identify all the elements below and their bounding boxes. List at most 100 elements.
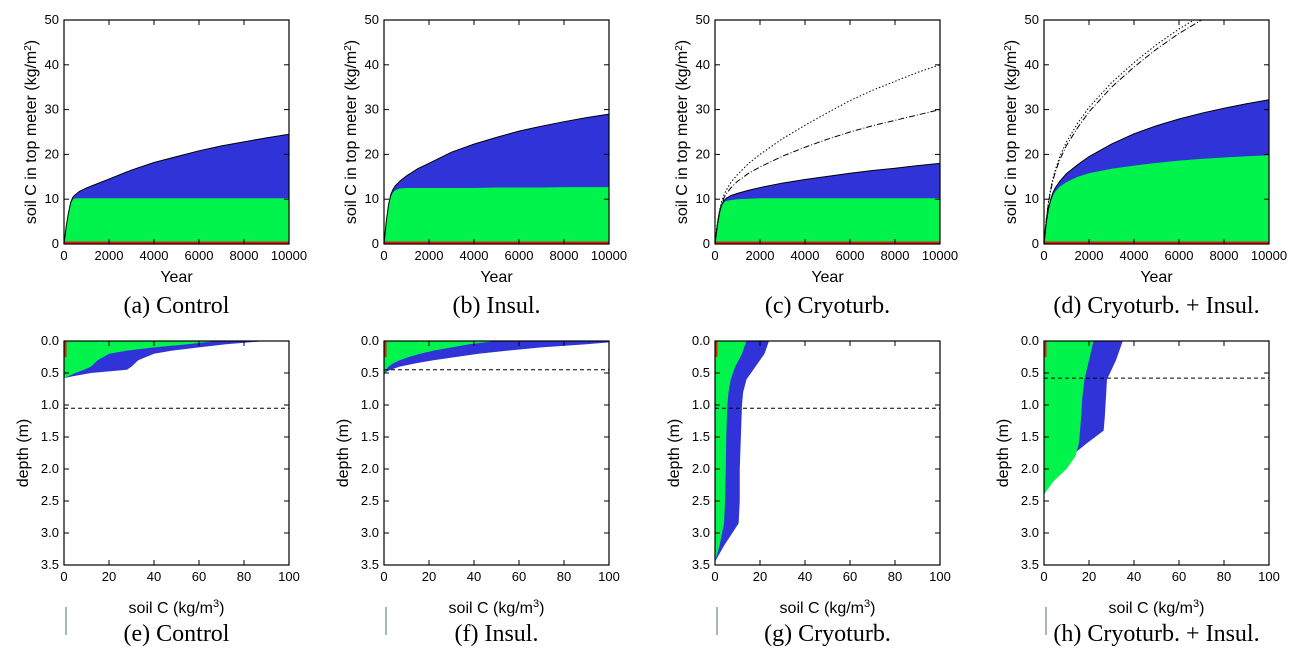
- series-red-base: [1044, 241, 1269, 244]
- y-tick-label: 10: [696, 191, 710, 206]
- panel-caption: (a) Control: [124, 293, 230, 319]
- x-tick-label: 0: [1040, 569, 1047, 584]
- x-tick-label: 0: [60, 248, 67, 263]
- y-tick-label: 40: [45, 57, 59, 72]
- plot-area: [384, 113, 609, 244]
- y-tick-label: 20: [1025, 146, 1039, 161]
- x-tick-label: 60: [512, 569, 526, 584]
- panel-caption: (b) Insul.: [453, 293, 541, 319]
- series-red-base: [715, 241, 940, 244]
- x-tick-label: 4000: [140, 248, 169, 263]
- panel-d: 0 2000 4000 6000 8000 10000 0 10 20 30 40 50 Year soi…: [1003, 12, 1287, 319]
- y-axis-label: soil C in top meter (kg/m2): [1003, 40, 1020, 224]
- x-tick-label: 10000: [591, 248, 627, 263]
- x-tick-label: 8000: [881, 248, 910, 263]
- plot-area: [1044, 341, 1269, 495]
- y-tick-label: 30: [365, 102, 379, 117]
- y-tick-label: 1.5: [692, 429, 710, 444]
- plot-frame: [714, 340, 941, 566]
- y-axis-label: soil C in top meter (kg/m2): [674, 40, 691, 224]
- y-tick-label: 0.5: [41, 365, 59, 380]
- series-total-line: [1044, 99, 1269, 244]
- x-axis-label: Year: [480, 269, 513, 286]
- y-tick-label: 0.0: [361, 333, 379, 348]
- x-tick-label: 60: [192, 569, 206, 584]
- y-tick-label: 2.0: [1021, 461, 1039, 476]
- plot-area: [384, 341, 609, 373]
- x-tick-label: 100: [1258, 569, 1280, 584]
- y-axis-label-main: soil C in top meter (kg/m: [1003, 51, 1020, 224]
- panel-caption: (g) Cryoturb.: [764, 621, 891, 647]
- series-dashdot-line: [715, 109, 940, 244]
- x-tick-label: 6000: [836, 248, 865, 263]
- x-axis-label-end: ): [870, 600, 875, 617]
- y-tick-label: 40: [696, 57, 710, 72]
- y-axis-label: depth (m): [15, 419, 32, 487]
- x-tick-label: 8000: [550, 248, 579, 263]
- x-tick-label: 80: [237, 569, 251, 584]
- series-total-line: [64, 133, 289, 244]
- profile-red-strip: [715, 341, 718, 357]
- plot-frame: [383, 340, 610, 566]
- x-tick-label: 0: [711, 248, 718, 263]
- y-tick-label: 3.0: [692, 525, 710, 540]
- y-tick-label: 3.5: [692, 557, 710, 572]
- panel-f: 0 20 40 60 80 100 0.0 0.5 1.0 1.5 2.0 2.5 3.0 3.5 soil…: [335, 333, 620, 647]
- y-tick-label: 2.0: [692, 461, 710, 476]
- y-axis-label: soil C in top meter (kg/m2): [23, 40, 40, 224]
- y-tick-label: 0.5: [361, 365, 379, 380]
- panel-c: 0 2000 4000 6000 8000 10000 0 10 20 30 40 50 Year soi…: [674, 12, 958, 319]
- x-axis-label: Year: [160, 269, 193, 286]
- y-tick-label: 0: [703, 236, 710, 251]
- y-tick-label: 1.5: [1021, 429, 1039, 444]
- y-tick-label: 0: [372, 236, 379, 251]
- y-tick-label: 20: [365, 146, 379, 161]
- x-tick-label: 8000: [1210, 248, 1239, 263]
- y-tick-label: 2.5: [361, 493, 379, 508]
- series-total-line: [384, 113, 609, 244]
- panel-g: 0 20 40 60 80 100 0.0 0.5 1.0 1.5 2.0 2.5 3.0 3.5 soil…: [666, 333, 951, 647]
- x-tick-label: 80: [888, 569, 902, 584]
- y-tick-label: 1.5: [361, 429, 379, 444]
- series-lower-area: [64, 198, 289, 244]
- y-tick-label: 2.0: [361, 461, 379, 476]
- plot-area: [1044, 20, 1269, 244]
- y-tick-label: 3.5: [1021, 557, 1039, 572]
- panel-caption: (h) Cryoturb. + Insul.: [1053, 621, 1259, 647]
- y-tick-label: 1.0: [1021, 397, 1039, 412]
- x-axis-label: Year: [1140, 269, 1173, 286]
- profile-red-strip: [1044, 341, 1047, 357]
- y-axis-label-end: ): [1003, 40, 1020, 45]
- y-tick-label: 50: [696, 12, 710, 27]
- panel-caption: (d) Cryoturb. + Insul.: [1053, 293, 1259, 319]
- y-tick-label: 10: [365, 191, 379, 206]
- x-axis-label-sup: 3: [533, 598, 539, 610]
- y-axis-label: depth (m): [335, 419, 352, 487]
- x-tick-label: 2000: [746, 248, 775, 263]
- x-axis-label-end: ): [1199, 600, 1204, 617]
- y-tick-label: 2.5: [692, 493, 710, 508]
- x-axis-label-main: soil C (kg/m: [449, 600, 533, 617]
- x-axis-label: Year: [811, 269, 844, 286]
- x-tick-label: 6000: [185, 248, 214, 263]
- y-axis-label-main: soil C in top meter (kg/m: [23, 51, 40, 224]
- x-tick-label: 60: [1172, 569, 1186, 584]
- profile-lower-area: [64, 341, 217, 379]
- series-lower-area: [384, 187, 609, 244]
- y-tick-label: 50: [45, 12, 59, 27]
- x-tick-label: 0: [1040, 248, 1047, 263]
- series-red-base: [384, 241, 609, 244]
- x-axis-label-sup: 3: [864, 598, 870, 610]
- x-axis-label-sup: 3: [213, 598, 219, 610]
- profile-lower-area: [1044, 341, 1094, 495]
- x-tick-label: 6000: [505, 248, 534, 263]
- x-axis-label: soil C (kg/m3): [129, 598, 225, 617]
- panel-e: 0 20 40 60 80 100 0.0 0.5 1.0 1.5 2.0 2.5 3.0 3.5 soil…: [15, 333, 300, 647]
- y-tick-label: 20: [696, 146, 710, 161]
- y-tick-label: 30: [1025, 102, 1039, 117]
- y-axis-label-sup: 2: [23, 45, 34, 51]
- x-tick-label: 0: [380, 569, 387, 584]
- y-tick-label: 2.0: [41, 461, 59, 476]
- plot-frame: [63, 19, 290, 245]
